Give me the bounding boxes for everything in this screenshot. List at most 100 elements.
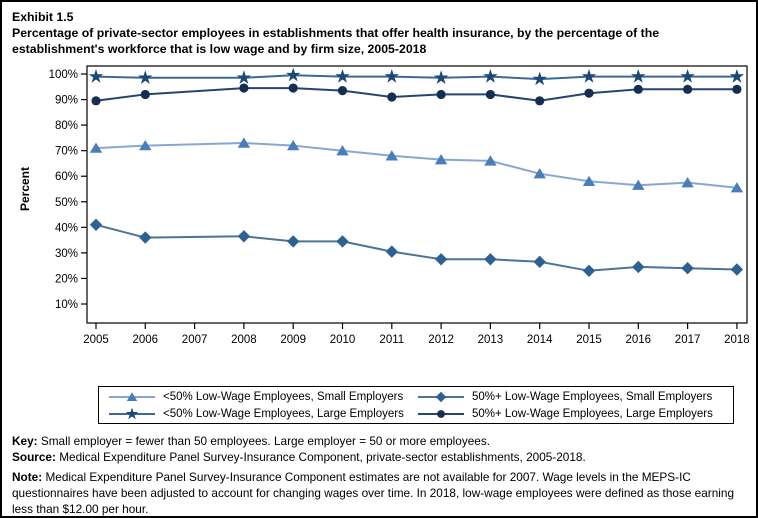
- y-tick-label: 80%: [55, 120, 78, 132]
- key-note: Key: Small employer = fewer than 50 empl…: [12, 433, 756, 449]
- y-tick-label: 10%: [55, 299, 78, 311]
- star-marker-icon: [483, 68, 498, 83]
- triangle-marker-icon: [730, 182, 744, 193]
- diamond-marker-icon: [336, 235, 349, 248]
- chart-legend: <50% Low-Wage Employees, Small Employers…: [98, 386, 734, 424]
- x-tick-label: 2018: [724, 334, 750, 346]
- exhibit-number: Exhibit 1.5: [12, 10, 74, 24]
- x-tick-label: 2014: [527, 334, 553, 346]
- y-tick-label: 30%: [55, 248, 78, 260]
- diamond-marker-icon: [681, 262, 694, 275]
- x-tick-label: 2013: [478, 334, 504, 346]
- x-tick-label: 2011: [379, 334, 404, 346]
- star-marker-icon: [581, 68, 597, 83]
- star-marker-icon: [680, 68, 695, 83]
- triangle-marker-icon: [582, 175, 596, 187]
- circle-marker-icon: [288, 83, 298, 93]
- triangle-marker-icon: [385, 150, 398, 161]
- triangle-marker-icon: [287, 139, 300, 151]
- x-tick-label: 2005: [83, 334, 109, 346]
- y-tick-label: 60%: [55, 171, 78, 183]
- line-chart: 10% 20% 30% 40% 50% 60% 70% 80% 90% 100% 2005 2006 2…: [2, 54, 756, 354]
- legend-label: <50% Low-Wage Employees, Large Employers: [163, 407, 404, 420]
- diamond-marker-icon: [139, 231, 152, 244]
- diamond-marker-icon: [730, 263, 744, 276]
- x-tick-label: 2007: [182, 334, 208, 346]
- circle-marker-icon: [436, 89, 446, 100]
- triangle-marker-icon: [139, 139, 152, 151]
- diamond-marker-icon: [385, 245, 398, 258]
- circle-marker-icon: [584, 88, 594, 98]
- circle-marker-icon: [91, 96, 101, 106]
- legend-label: 50%+ Low-Wage Employees, Small Employers: [472, 390, 713, 403]
- star-marker-icon: [532, 71, 547, 86]
- y-tick-label: 70%: [55, 146, 78, 158]
- diamond-marker-icon: [434, 253, 448, 266]
- circle-marker-icon: [387, 92, 397, 102]
- legend-item: <50% Low-Wage Employees, Small Employers: [109, 389, 418, 405]
- star-marker-icon: [236, 70, 252, 84]
- x-tick-label: 2015: [576, 334, 602, 346]
- star-marker-icon: [729, 68, 745, 83]
- legend-item: <50% Low-Wage Employees, Large Employers: [109, 406, 418, 422]
- star-marker-icon: [88, 68, 104, 83]
- x-tick-label: 2012: [428, 334, 454, 346]
- diamond-marker-icon: [435, 391, 447, 402]
- circle-marker-icon: [633, 84, 643, 94]
- circle-marker-icon: [337, 86, 348, 96]
- star-marker-icon: [631, 68, 646, 83]
- key-text: Small employer = fewer than 50 employees…: [40, 434, 491, 448]
- title-block: Exhibit 1.5 Percentage of private-sector…: [12, 9, 738, 57]
- legend-triangle-swatch: [109, 391, 155, 401]
- circle-marker-icon: [535, 96, 545, 106]
- plot-border: [86, 65, 748, 324]
- legend-star-swatch: [109, 407, 155, 419]
- source-note: Source: Medical Expenditure Panel Survey…: [12, 449, 756, 465]
- diamond-marker-icon: [287, 235, 300, 248]
- y-tick-label: 40%: [55, 222, 78, 234]
- legend-item: 50%+ Low-Wage Employees, Large Employers: [418, 406, 727, 422]
- legend-diamond-swatch: [418, 391, 464, 402]
- diamond-marker-icon: [582, 264, 596, 277]
- circle-marker-icon: [732, 84, 742, 94]
- y-tick-label: 100%: [49, 69, 78, 81]
- triangle-marker-icon: [126, 391, 138, 401]
- star-marker-icon: [433, 70, 449, 84]
- y-tick-label: 20%: [55, 273, 78, 285]
- diamond-marker-icon: [533, 255, 546, 269]
- source-label: Source:: [12, 450, 56, 464]
- star-marker-icon: [285, 67, 301, 82]
- footnotes: Key: Small employer = fewer than 50 empl…: [12, 433, 756, 516]
- diamond-marker-icon: [237, 230, 251, 243]
- circle-marker-icon: [140, 89, 150, 100]
- diamond-marker-icon: [632, 260, 645, 274]
- triangle-marker-icon: [237, 137, 251, 148]
- triangle-marker-icon: [336, 145, 349, 156]
- source-text: Medical Expenditure Panel Survey-Insuran…: [59, 450, 586, 464]
- chart-canvas: 10% 20% 30% 40% 50% 60% 70% 80% 90% 100% 2005 2006 2…: [18, 65, 750, 346]
- triangle-marker-icon: [533, 168, 546, 179]
- circle-marker-icon: [683, 84, 693, 94]
- triangle-marker-icon: [484, 155, 497, 166]
- star-marker-icon: [384, 68, 400, 83]
- x-tick-label: 2008: [231, 334, 257, 346]
- star-marker-icon: [125, 407, 139, 419]
- method-note: Note: Medical Expenditure Panel Survey-I…: [12, 469, 756, 516]
- diamond-marker-icon: [484, 253, 497, 266]
- triangle-marker-icon: [434, 154, 448, 165]
- x-tick-label: 2016: [626, 334, 652, 346]
- legend-circle-swatch: [418, 409, 464, 418]
- star-marker-icon: [335, 68, 350, 83]
- key-label: Key:: [12, 434, 38, 448]
- y-axis-title: Percent: [18, 167, 32, 211]
- note-text: Medical Expenditure Panel Survey-Insuran…: [12, 470, 735, 516]
- diamond-marker-icon: [89, 218, 103, 231]
- triangle-marker-icon: [89, 142, 103, 153]
- circle-marker-icon: [485, 89, 495, 100]
- note-label: Note:: [12, 470, 43, 484]
- x-tick-label: 2010: [330, 334, 356, 346]
- chart-title: Percentage of private-sector employees i…: [12, 26, 660, 56]
- circle-marker-icon: [239, 83, 249, 93]
- circle-marker-icon: [437, 409, 445, 418]
